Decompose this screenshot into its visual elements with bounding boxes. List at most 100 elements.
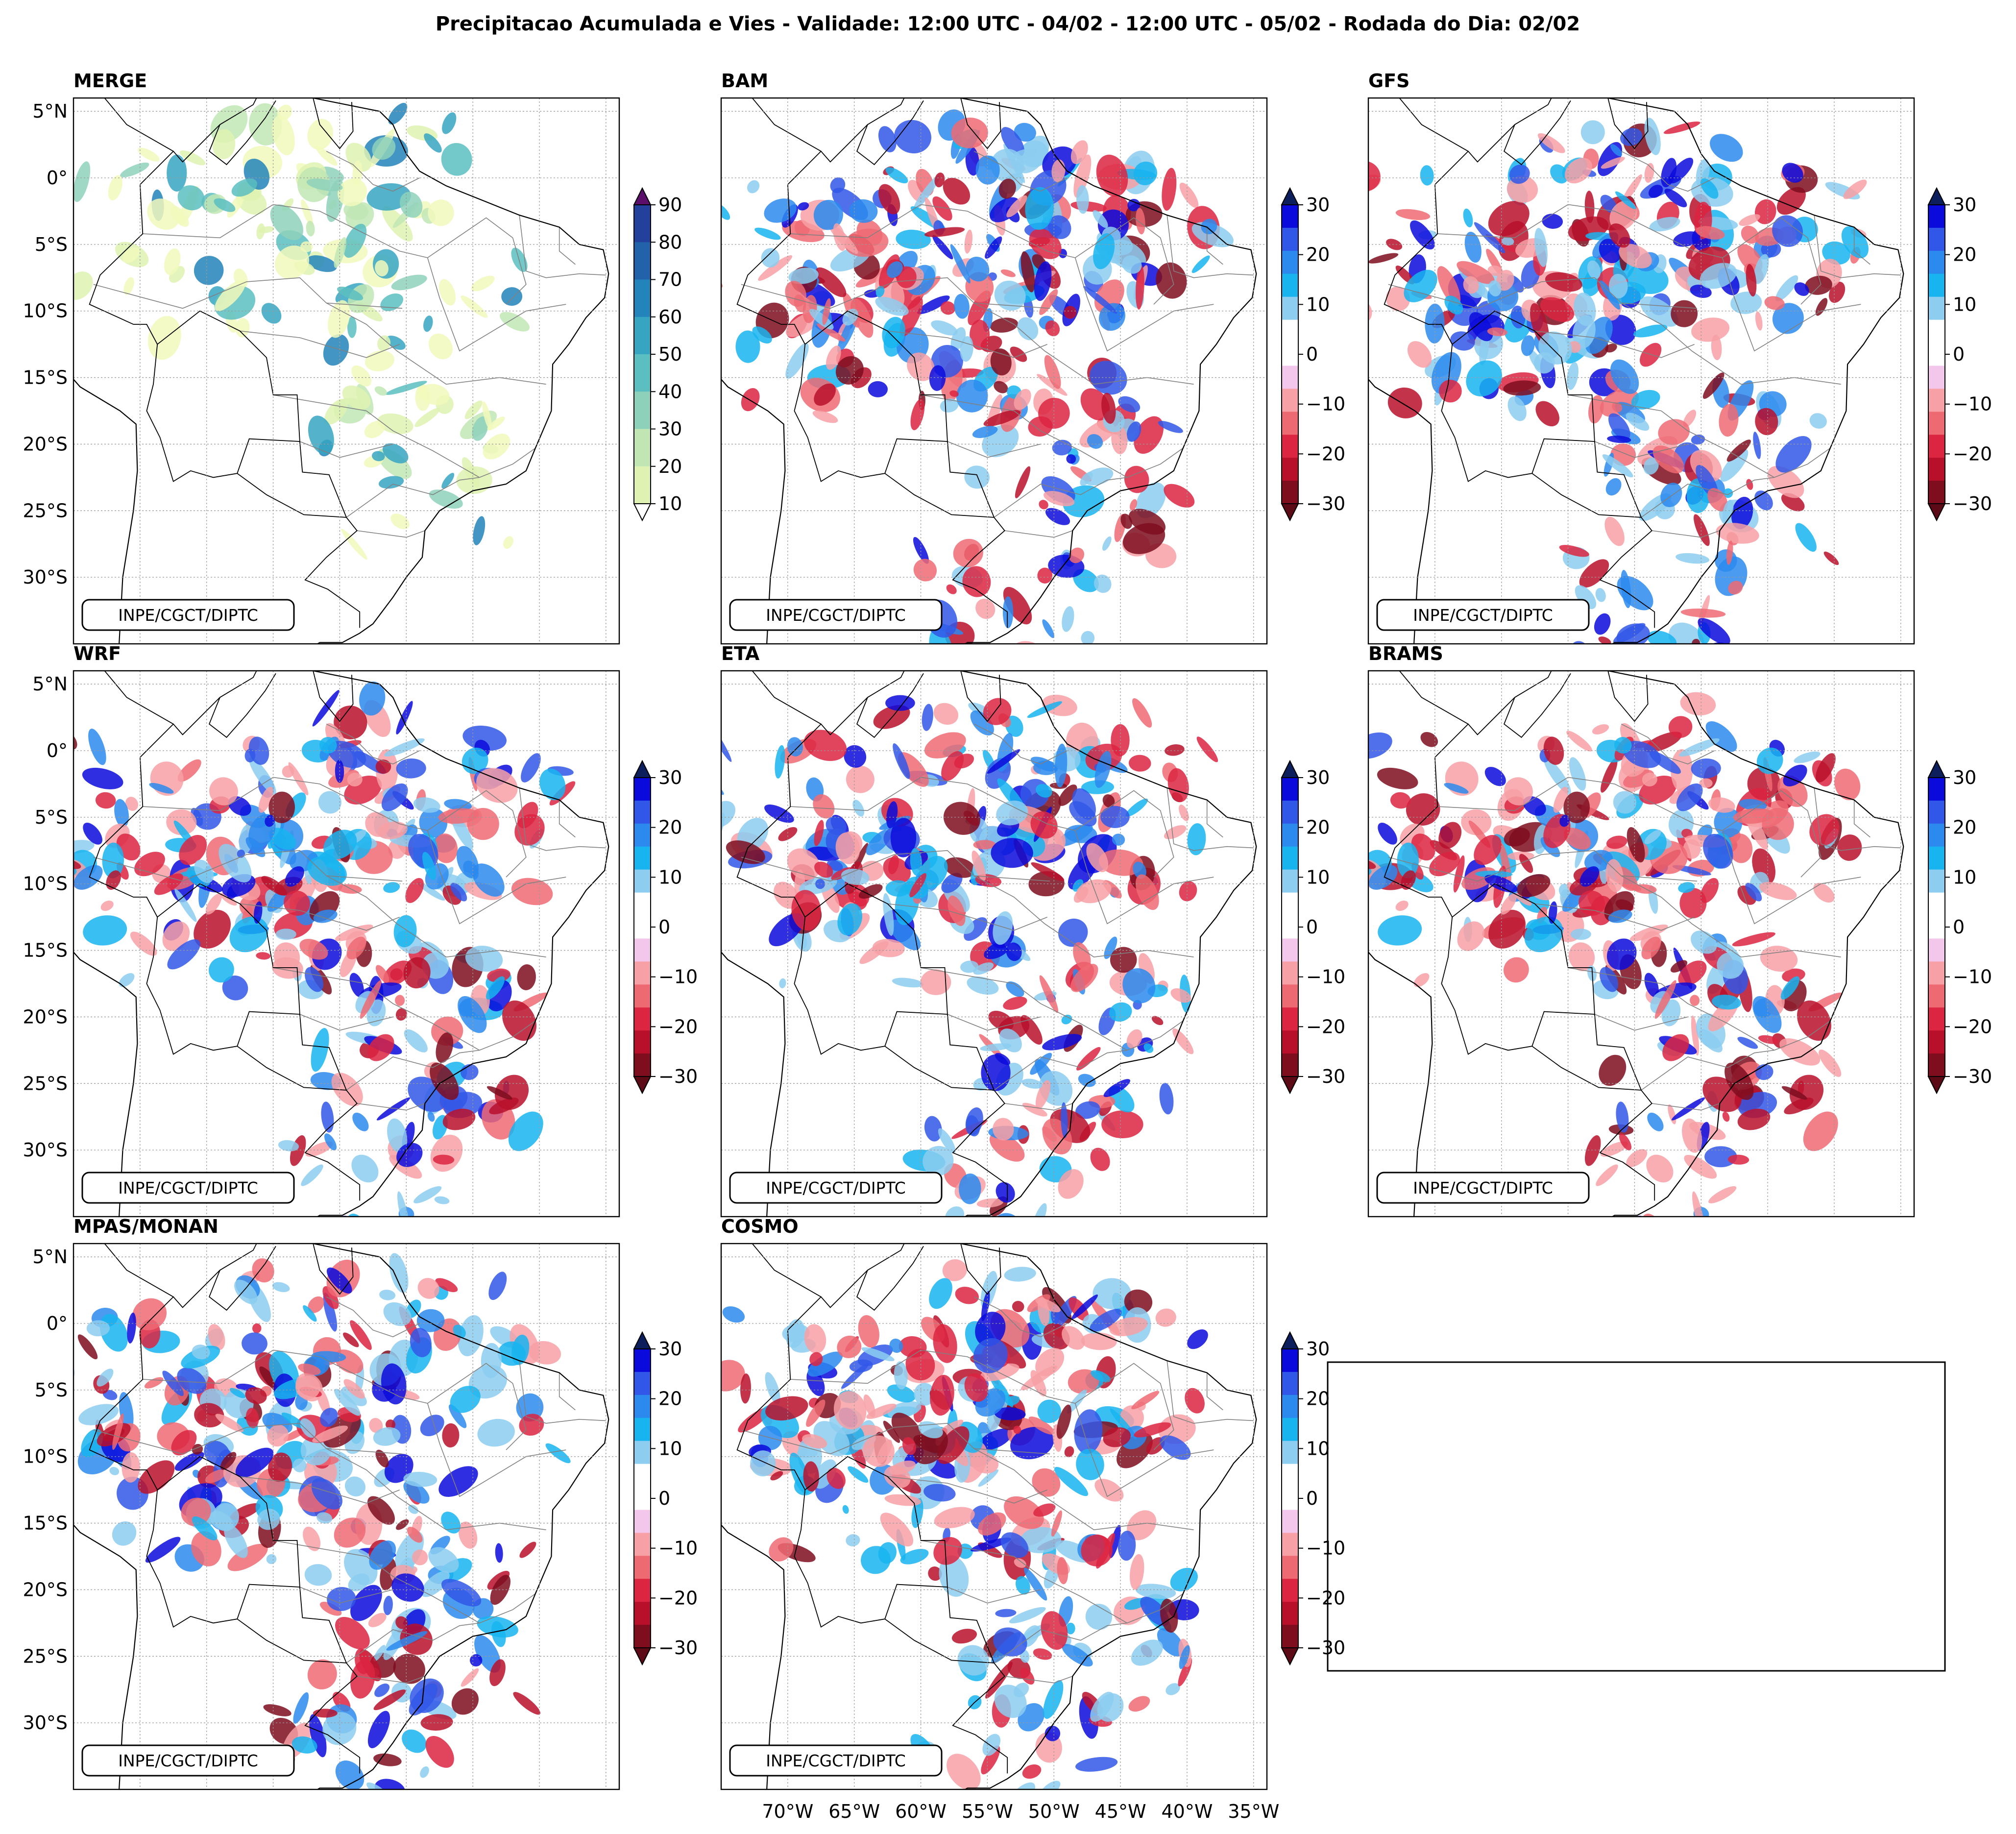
colorbar-step <box>634 892 651 916</box>
field-cell <box>73 271 93 300</box>
credit-frame <box>1376 1172 1590 1204</box>
country-border <box>313 1244 354 1295</box>
field-cell <box>1111 425 1128 455</box>
field-cell <box>1387 387 1422 418</box>
field-cell <box>1034 261 1052 301</box>
field-cell <box>252 1258 274 1283</box>
field-cell <box>1438 822 1462 849</box>
field-cell <box>242 1332 267 1355</box>
field-cell <box>270 204 304 241</box>
colorbar-tick-label: −30 <box>1306 1066 1345 1087</box>
field-cell <box>1125 798 1148 817</box>
field-cell <box>960 960 979 973</box>
field-cell <box>1062 1326 1085 1350</box>
field-cell <box>396 758 426 779</box>
field-cell <box>785 343 809 379</box>
field-cell <box>219 844 252 883</box>
field-cell <box>1644 973 1659 998</box>
field-cell <box>421 1571 450 1597</box>
colorbar-extend-top <box>633 759 652 778</box>
state-border <box>1594 1014 1688 1031</box>
field-cell <box>491 1621 506 1647</box>
field-cell <box>410 1328 432 1357</box>
country-border <box>173 1270 220 1308</box>
field-cell <box>1378 915 1422 946</box>
field-cell <box>1157 1628 1184 1657</box>
field-cell <box>735 330 760 363</box>
field-cell <box>1039 289 1058 315</box>
field-cell <box>338 178 367 206</box>
field-cell <box>486 1086 512 1100</box>
colorbar-tick-label: −20 <box>1306 443 1345 465</box>
field-cell <box>698 869 716 898</box>
colorbar-step <box>1282 1579 1298 1602</box>
colorbar-step <box>1928 778 1945 801</box>
field-cell <box>803 1461 819 1492</box>
field-cell <box>428 1547 459 1573</box>
field-cell <box>322 1286 339 1309</box>
field-cell <box>249 757 276 795</box>
country-border <box>1607 671 1649 722</box>
field-cell <box>1535 401 1559 427</box>
field-cell <box>1098 849 1143 876</box>
field-cell <box>722 1306 745 1323</box>
field-cell <box>1368 732 1392 759</box>
state-border <box>299 1014 393 1031</box>
field-cell <box>1819 1050 1842 1077</box>
field-cell <box>1127 421 1142 442</box>
field-cell <box>386 1419 396 1430</box>
colorbar-tick-label: 20 <box>1953 244 1976 266</box>
colorbar-tick-label: 0 <box>1953 916 1965 938</box>
country-border <box>209 1244 276 1311</box>
colorbar-tick-label: 20 <box>658 817 682 838</box>
field-cell <box>383 1302 412 1326</box>
field-cell <box>396 701 413 734</box>
field-cell <box>1102 536 1112 551</box>
state-border <box>1166 215 1254 278</box>
field-cell <box>940 301 955 315</box>
field-cell <box>765 1396 808 1421</box>
state-border <box>1641 1020 1831 1091</box>
state-border <box>399 1396 566 1497</box>
field-cell <box>1062 1644 1093 1667</box>
country-border <box>794 917 947 1055</box>
field-cell <box>367 1496 395 1525</box>
field-cell <box>335 1761 364 1789</box>
field-cell <box>380 293 404 312</box>
field-cell <box>752 326 772 344</box>
country-border <box>794 344 947 482</box>
map-outlines <box>73 671 609 1217</box>
lat-tick-label: 10°S <box>23 300 68 322</box>
field-cell <box>1070 964 1098 992</box>
field-cell <box>257 1509 280 1530</box>
field-cell <box>420 1714 453 1731</box>
field-cell <box>77 1334 98 1360</box>
field-cell <box>1058 784 1077 806</box>
state-border <box>973 1448 1194 1531</box>
field-cell <box>1668 716 1693 738</box>
field-cell <box>965 1107 983 1136</box>
field-cell <box>420 1766 429 1778</box>
field-cell <box>341 529 367 560</box>
field-cell <box>1722 1111 1730 1122</box>
field-cell <box>1009 1607 1046 1624</box>
field-cell <box>1404 269 1437 302</box>
colorbar-step <box>1282 458 1298 481</box>
field-cell <box>1732 932 1775 947</box>
field-cell <box>1739 1256 1759 1279</box>
field-cell <box>282 765 294 778</box>
field-cell <box>373 1689 406 1711</box>
field-cell <box>761 248 780 268</box>
field-cell <box>347 316 357 338</box>
field-cell <box>424 133 442 153</box>
field-cell <box>1691 758 1721 779</box>
field-cell <box>1484 875 1518 893</box>
field-cell <box>490 1575 510 1605</box>
field-cell <box>1691 318 1730 342</box>
field-cell <box>1592 724 1609 734</box>
colorbar-tick-label: 10 <box>658 1438 682 1459</box>
field-cell <box>962 566 991 597</box>
field-cell <box>1051 1510 1062 1537</box>
field-cell <box>1032 1468 1061 1497</box>
field-cell <box>422 852 437 880</box>
